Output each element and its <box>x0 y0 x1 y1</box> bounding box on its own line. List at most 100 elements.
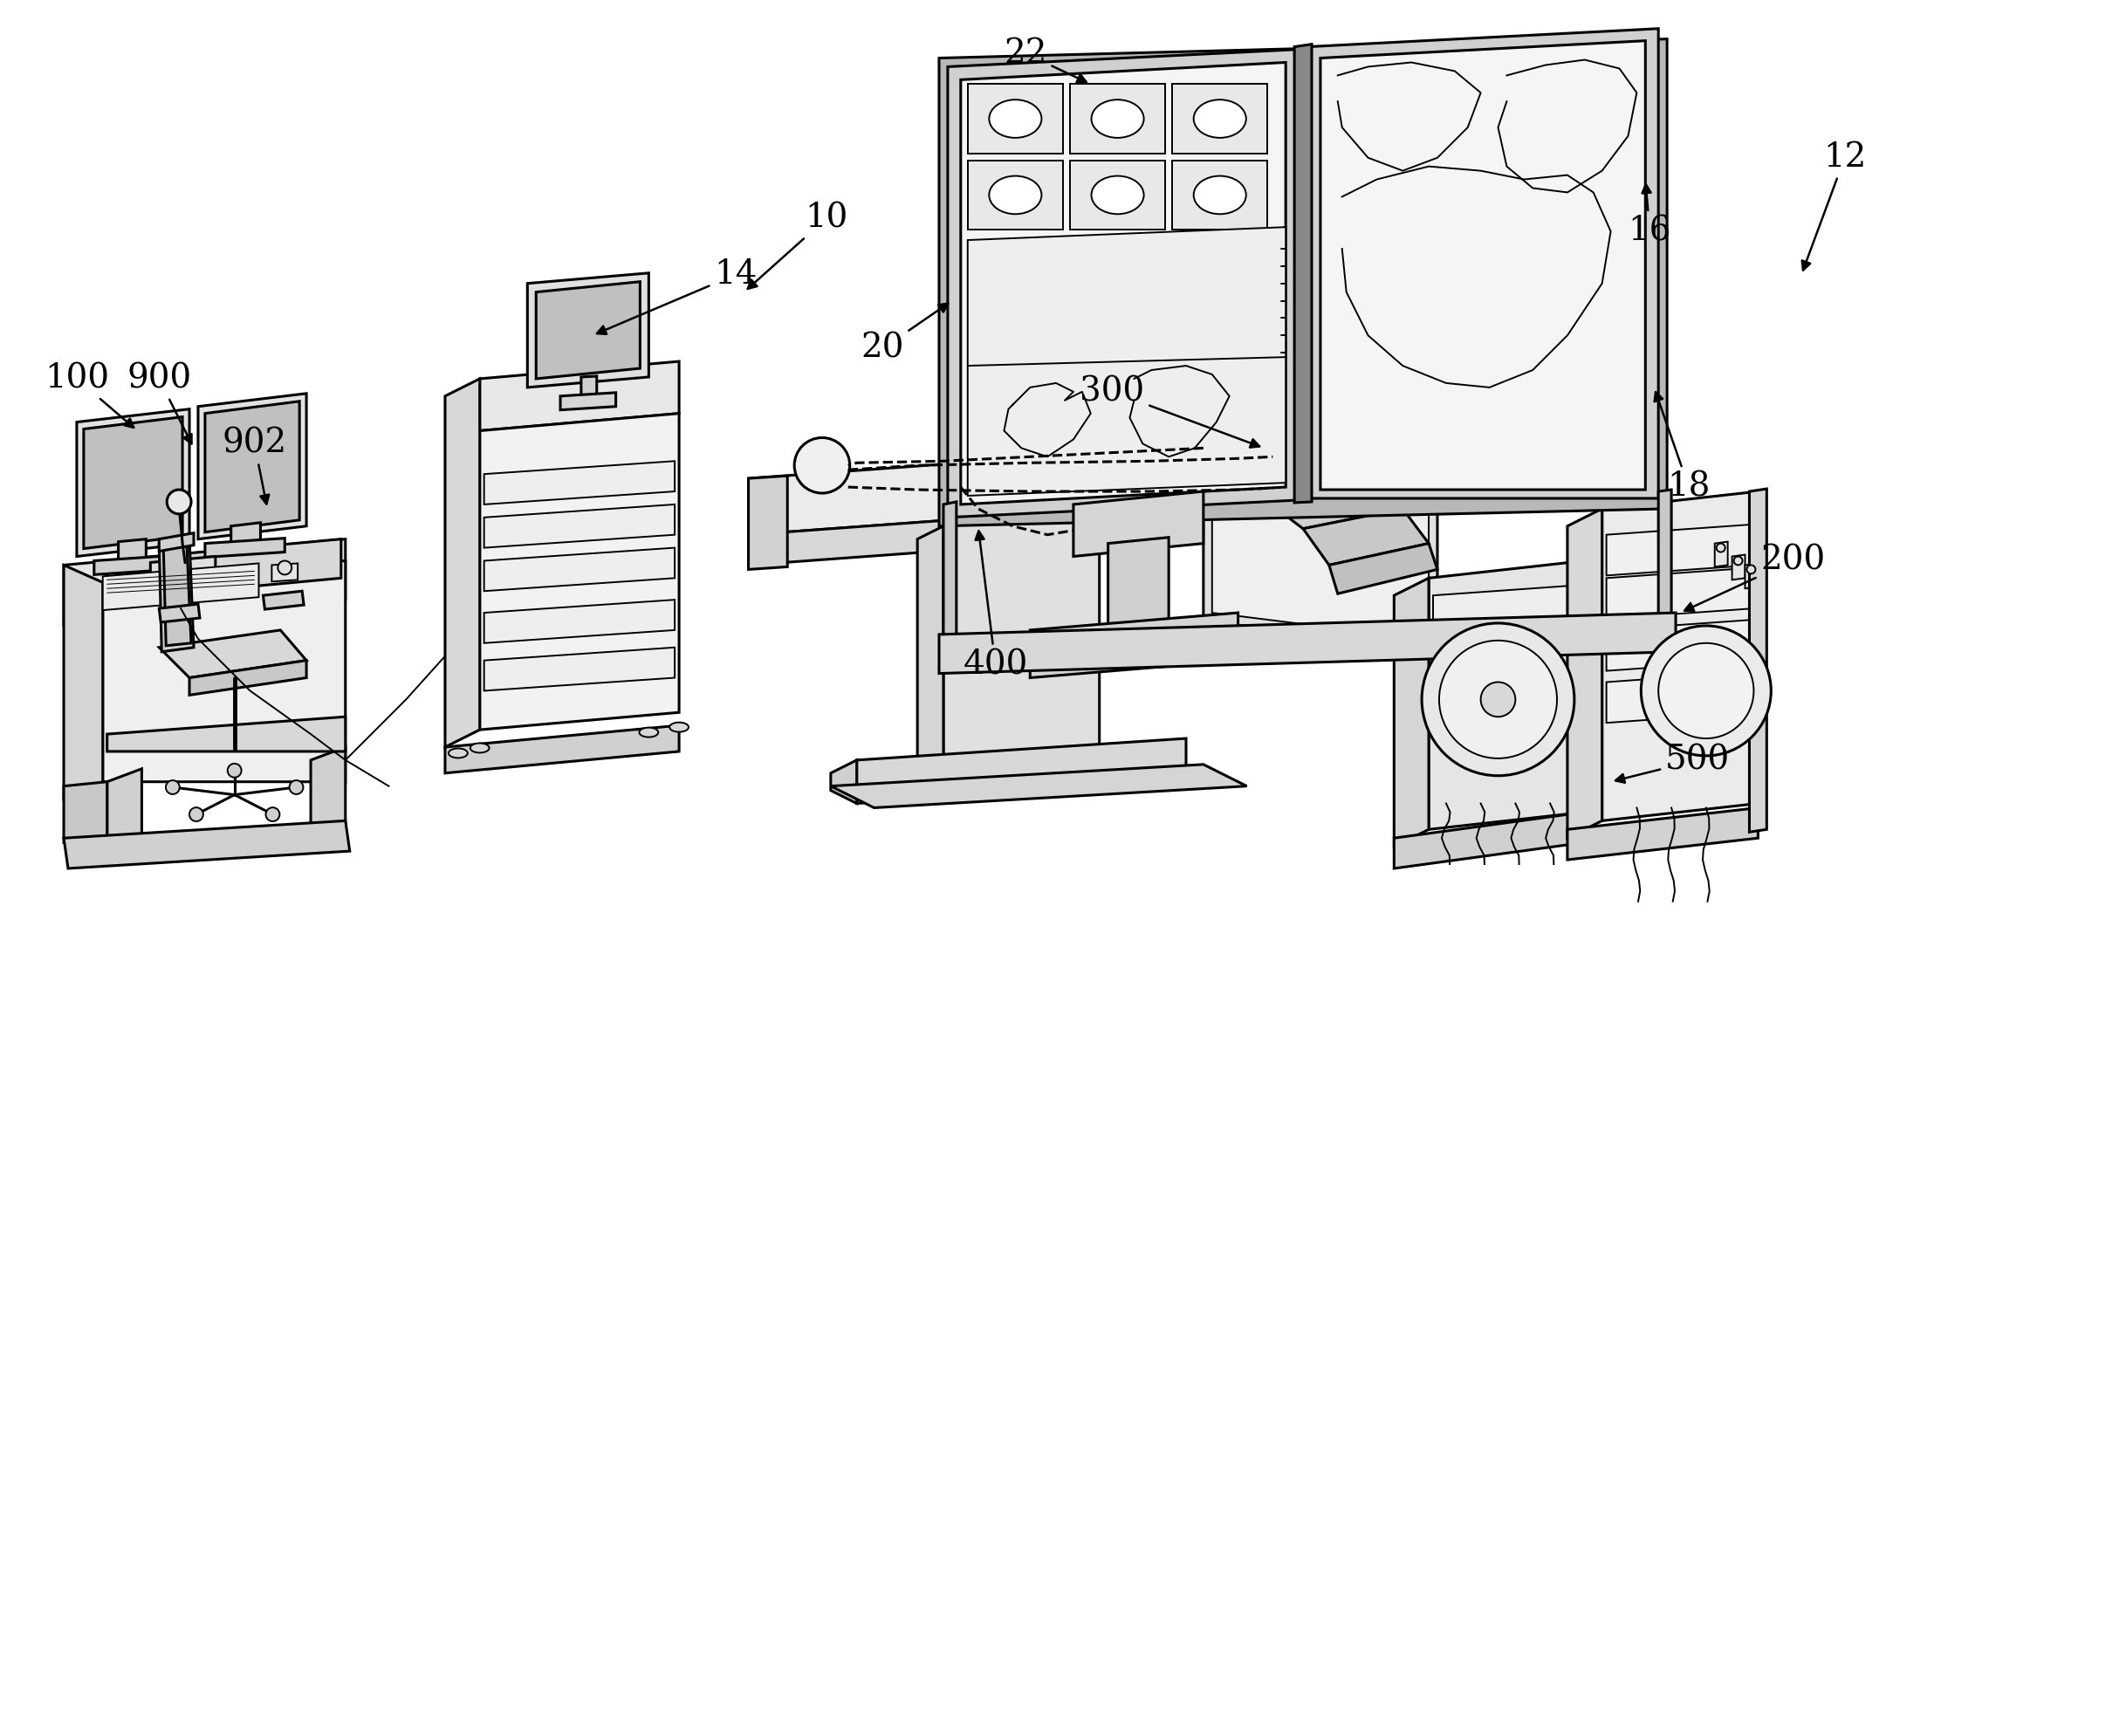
Text: 300: 300 <box>1080 375 1259 448</box>
Polygon shape <box>1320 40 1646 490</box>
Ellipse shape <box>1091 99 1144 137</box>
Circle shape <box>1716 543 1724 552</box>
Circle shape <box>795 437 850 493</box>
Polygon shape <box>940 38 1667 526</box>
Polygon shape <box>967 160 1063 229</box>
Text: 18: 18 <box>1654 392 1709 503</box>
Polygon shape <box>944 514 1099 773</box>
Polygon shape <box>264 590 304 609</box>
Polygon shape <box>151 557 215 582</box>
Text: 16: 16 <box>1629 184 1671 248</box>
Polygon shape <box>204 538 285 557</box>
Polygon shape <box>748 476 787 569</box>
Polygon shape <box>1607 672 1754 722</box>
Polygon shape <box>1567 509 1603 838</box>
Polygon shape <box>119 540 147 566</box>
Polygon shape <box>189 660 306 694</box>
Polygon shape <box>102 564 259 609</box>
Ellipse shape <box>1193 99 1246 137</box>
Polygon shape <box>232 523 261 550</box>
Polygon shape <box>1261 479 1403 529</box>
Text: 10: 10 <box>748 203 848 288</box>
Polygon shape <box>1745 564 1758 589</box>
Polygon shape <box>444 726 678 773</box>
Circle shape <box>166 779 179 793</box>
Ellipse shape <box>470 743 489 753</box>
Polygon shape <box>561 392 617 410</box>
Polygon shape <box>580 377 597 398</box>
Circle shape <box>1480 682 1516 717</box>
Polygon shape <box>1658 490 1671 641</box>
Polygon shape <box>159 630 306 677</box>
Polygon shape <box>64 566 102 799</box>
Polygon shape <box>967 83 1063 153</box>
Polygon shape <box>1603 491 1758 821</box>
Polygon shape <box>948 49 1299 517</box>
Ellipse shape <box>1091 175 1144 214</box>
Polygon shape <box>310 746 344 842</box>
Polygon shape <box>64 821 351 868</box>
Polygon shape <box>1395 812 1584 868</box>
Text: 12: 12 <box>1803 142 1867 271</box>
Circle shape <box>189 807 204 821</box>
Ellipse shape <box>449 748 468 759</box>
Polygon shape <box>272 564 298 582</box>
Polygon shape <box>1212 424 1429 630</box>
Polygon shape <box>1203 413 1437 639</box>
Polygon shape <box>1031 613 1237 677</box>
Polygon shape <box>480 361 678 431</box>
Polygon shape <box>64 540 344 625</box>
Polygon shape <box>1220 453 1359 496</box>
Polygon shape <box>831 764 1246 807</box>
Polygon shape <box>480 413 678 729</box>
Circle shape <box>1422 623 1575 776</box>
Polygon shape <box>94 556 172 575</box>
Polygon shape <box>198 394 306 540</box>
Polygon shape <box>1716 542 1728 568</box>
Circle shape <box>1641 625 1771 755</box>
Polygon shape <box>748 496 1282 566</box>
Polygon shape <box>831 760 857 804</box>
Polygon shape <box>444 378 480 746</box>
Polygon shape <box>1567 807 1758 859</box>
Polygon shape <box>164 545 191 646</box>
Polygon shape <box>527 273 648 387</box>
Polygon shape <box>1607 524 1754 576</box>
Polygon shape <box>485 599 674 642</box>
Circle shape <box>289 779 304 793</box>
Ellipse shape <box>640 727 659 738</box>
Polygon shape <box>83 417 183 549</box>
Text: 500: 500 <box>1616 745 1731 783</box>
Polygon shape <box>1171 160 1267 229</box>
Text: 100: 100 <box>45 363 134 427</box>
Ellipse shape <box>1193 175 1246 214</box>
Polygon shape <box>940 613 1675 674</box>
Polygon shape <box>1433 585 1580 639</box>
Polygon shape <box>485 505 674 549</box>
Text: 200: 200 <box>1684 545 1824 611</box>
Polygon shape <box>1607 568 1754 618</box>
Polygon shape <box>1295 43 1312 503</box>
Polygon shape <box>918 526 944 786</box>
Polygon shape <box>944 502 957 641</box>
Polygon shape <box>1069 160 1165 229</box>
Polygon shape <box>857 738 1186 804</box>
Polygon shape <box>1074 491 1203 557</box>
Text: 20: 20 <box>861 304 948 365</box>
Polygon shape <box>485 462 674 505</box>
Text: 22: 22 <box>1003 38 1086 82</box>
Text: 902: 902 <box>221 427 287 503</box>
Polygon shape <box>485 648 674 691</box>
Polygon shape <box>159 533 193 552</box>
Polygon shape <box>1750 490 1767 832</box>
Polygon shape <box>159 604 200 621</box>
Circle shape <box>166 490 191 514</box>
Polygon shape <box>1433 681 1580 734</box>
Circle shape <box>1439 641 1556 759</box>
Polygon shape <box>1329 543 1437 594</box>
Ellipse shape <box>670 722 689 733</box>
Polygon shape <box>1395 578 1429 847</box>
Polygon shape <box>1607 620 1754 670</box>
Text: 400: 400 <box>963 531 1027 681</box>
Ellipse shape <box>989 99 1042 137</box>
